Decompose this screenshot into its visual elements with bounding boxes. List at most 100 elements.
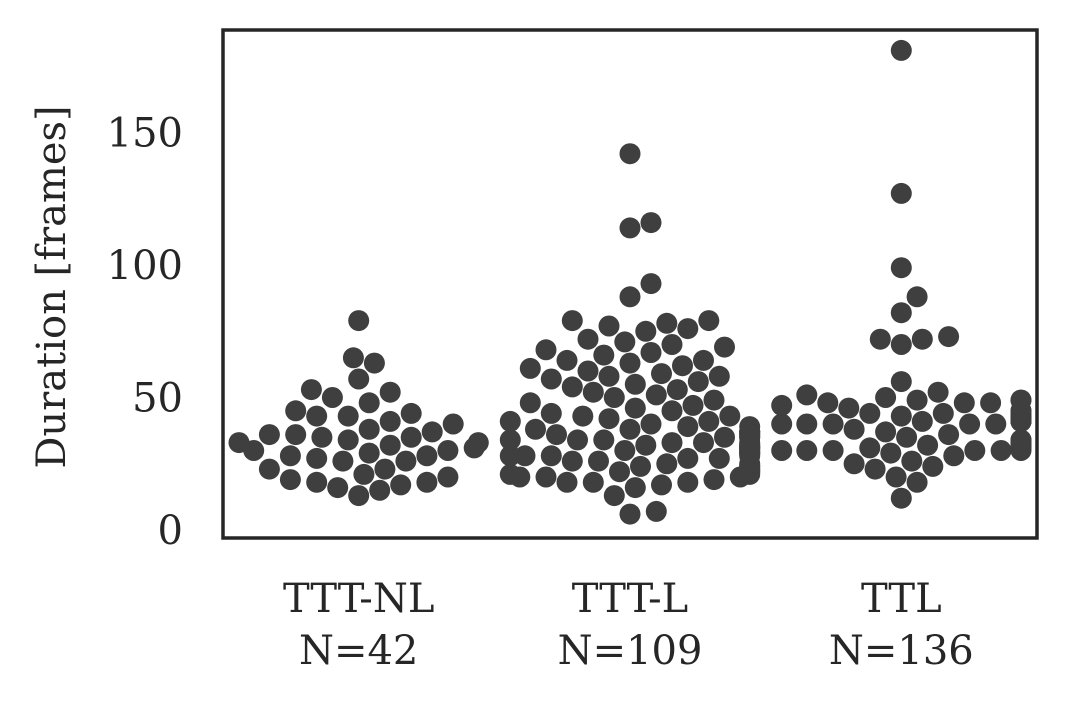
data-point-ttt-l — [640, 212, 662, 234]
data-point-ttt-l — [603, 387, 625, 408]
data-point-ttt-l — [714, 336, 735, 358]
data-point-ttt-nl — [369, 479, 391, 501]
data-point-ttt-l — [561, 376, 583, 398]
data-point-ttl — [906, 389, 928, 411]
data-point-ttt-nl — [400, 426, 422, 448]
data-point-ttt-l — [661, 432, 683, 454]
data-point-ttt-l — [561, 310, 583, 332]
data-point-ttl — [843, 418, 865, 440]
data-point-ttt-nl — [258, 424, 280, 446]
data-point-ttt-l — [698, 310, 720, 332]
data-point-ttt-nl — [467, 432, 489, 454]
data-point-ttt-l — [603, 485, 625, 507]
data-point-ttl — [917, 434, 939, 456]
data-point-ttt-nl — [321, 387, 343, 408]
data-point-ttt-nl — [279, 469, 301, 491]
data-point-ttt-nl — [342, 347, 364, 369]
data-point-ttl — [838, 397, 860, 419]
data-point-ttt-l — [672, 355, 693, 377]
data-point-ttt-l — [661, 334, 683, 355]
data-point-ttt-l — [525, 418, 546, 440]
data-point-ttl — [859, 402, 881, 424]
y-axis-ticks: 0 50 100 150 — [107, 111, 183, 555]
data-point-ttt-nl — [348, 310, 370, 332]
data-point-ttt-l — [693, 432, 714, 454]
data-point-ttt-l — [682, 394, 704, 416]
data-point-ttt-l — [535, 339, 557, 361]
y-axis-title: Duration [frames] — [29, 105, 75, 468]
data-point-ttt-nl — [348, 368, 370, 390]
data-point-ttl — [885, 466, 907, 488]
data-point-ttl — [771, 394, 793, 416]
data-point-ttt-l — [540, 445, 562, 467]
data-point-ttt-nl — [337, 429, 359, 451]
data-point-ttl — [890, 302, 912, 324]
data-point-ttt-l — [666, 379, 688, 401]
data-point-ttt-nl — [374, 458, 396, 480]
data-point-ttt-l — [677, 447, 699, 469]
data-point-ttt-l — [619, 503, 641, 525]
data-point-ttl — [901, 450, 923, 472]
data-point-ttl — [980, 392, 1002, 414]
data-point-ttt-l — [556, 349, 578, 371]
data-point-ttt-l — [624, 397, 646, 419]
data-point-ttl — [875, 421, 897, 443]
data-point-ttt-nl — [279, 445, 301, 467]
data-point-ttt-l — [499, 463, 521, 485]
x-category-label: TTT-L — [572, 576, 688, 622]
data-point-ttt-l — [708, 447, 730, 469]
x-category-count: N=109 — [558, 628, 703, 674]
data-point-ttl — [843, 453, 865, 475]
data-point-ttt-l — [609, 461, 630, 483]
data-point-ttt-nl — [306, 471, 328, 493]
data-point-ttl — [890, 371, 912, 393]
x-category-count: N=42 — [299, 628, 418, 674]
data-point-ttt-l — [619, 286, 641, 308]
y-tick-label: 50 — [132, 376, 183, 422]
data-point-ttt-l — [519, 392, 541, 414]
data-point-ttt-l — [619, 217, 641, 239]
data-point-ttt-l — [677, 416, 699, 438]
data-point-ttt-nl — [437, 440, 459, 461]
data-point-ttt-nl — [437, 466, 459, 488]
data-point-ttl — [869, 328, 891, 350]
data-point-ttt-l — [708, 365, 730, 387]
x-axis-categories: TTT-NL N=42 TTT-L N=109 TTL N=136 — [283, 576, 974, 674]
data-point-ttl — [990, 440, 1012, 461]
data-point-ttt-l — [577, 328, 599, 350]
data-point-ttl — [890, 405, 912, 427]
data-point-ttt-nl — [306, 405, 328, 427]
y-tick-label: 150 — [107, 111, 183, 157]
data-point-ttl — [771, 440, 793, 461]
data-point-ttt-nl — [442, 413, 464, 435]
data-point-ttl — [771, 413, 793, 435]
data-point-ttt-l — [499, 445, 521, 467]
data-point-ttt-l — [556, 471, 578, 493]
data-point-ttt-l — [640, 413, 662, 435]
data-point-ttt-nl — [337, 405, 359, 427]
data-point-ttt-l — [619, 143, 641, 165]
data-point-ttt-nl — [416, 471, 438, 493]
data-point-ttt-l — [677, 318, 699, 340]
data-point-ttt-l — [661, 400, 683, 422]
data-point-ttt-nl — [358, 442, 380, 464]
data-point-ttl — [911, 328, 933, 350]
data-point-ttt-nl — [348, 485, 370, 507]
data-point-ttt-l — [693, 349, 714, 371]
data-point-ttt-l — [645, 384, 667, 406]
data-point-ttt-l — [698, 410, 720, 432]
data-point-ttt-nl — [358, 418, 380, 440]
data-point-ttt-nl — [421, 421, 443, 443]
data-point-ttl — [922, 455, 944, 477]
y-tick-label: 100 — [107, 243, 183, 289]
data-point-ttt-l — [593, 344, 615, 366]
data-point-ttt-l — [535, 466, 557, 488]
data-point-ttt-l — [540, 368, 562, 390]
data-point-ttl — [938, 326, 960, 348]
data-point-ttt-nl — [379, 381, 401, 403]
data-point-ttt-nl — [353, 463, 375, 485]
data-point-ttl — [864, 458, 886, 480]
data-point-ttl — [927, 381, 949, 403]
data-point-ttt-l — [619, 418, 641, 440]
data-point-ttt-l — [598, 365, 620, 387]
